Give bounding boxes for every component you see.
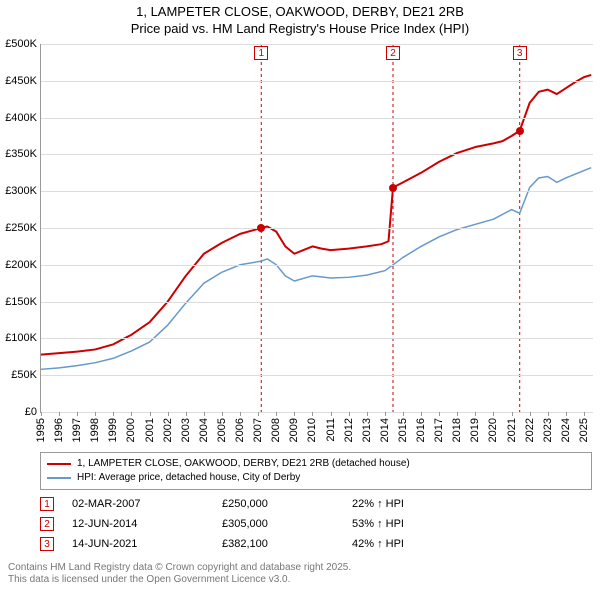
sales-price: £250,000 [222, 498, 352, 510]
chart-plot-area: £0£50K£100K£150K£200K£250K£300K£350K£400… [40, 44, 593, 413]
sales-row: 3 14-JUN-2021 £382,100 42% ↑ HPI [40, 534, 592, 554]
sales-marker-1: 1 [40, 497, 54, 511]
x-axis-label: 2021 [506, 418, 518, 442]
y-axis-label: £200K [5, 259, 37, 271]
x-axis-label: 2020 [487, 418, 499, 442]
y-axis-label: £100K [5, 332, 37, 344]
sales-marker-2: 2 [40, 517, 54, 531]
x-axis-label: 2011 [325, 418, 337, 442]
footer-line-2: This data is licensed under the Open Gov… [8, 574, 592, 586]
x-axis-label: 2025 [578, 418, 590, 442]
sales-date: 12-JUN-2014 [72, 518, 222, 530]
x-axis-label: 2009 [288, 418, 300, 442]
sales-marker-3: 3 [40, 537, 54, 551]
x-axis-label: 1997 [71, 418, 83, 442]
x-axis-label: 2017 [433, 418, 445, 442]
x-axis-label: 2016 [415, 418, 427, 442]
x-axis-label: 2019 [469, 418, 481, 442]
sales-price: £305,000 [222, 518, 352, 530]
legend-box: 1, LAMPETER CLOSE, OAKWOOD, DERBY, DE21 … [40, 452, 592, 490]
sale-point-dot [257, 224, 265, 232]
x-axis-label: 2023 [542, 418, 554, 442]
legend-row-price-paid: 1, LAMPETER CLOSE, OAKWOOD, DERBY, DE21 … [47, 457, 585, 471]
legend-label-hpi: HPI: Average price, detached house, City… [77, 471, 300, 485]
sales-delta: 42% ↑ HPI [352, 538, 592, 550]
sale-point-dot [389, 184, 397, 192]
x-axis-label: 2003 [180, 418, 192, 442]
x-axis-label: 2004 [198, 418, 210, 442]
y-axis-label: £450K [5, 75, 37, 87]
x-axis-label: 2013 [361, 418, 373, 442]
legend-row-hpi: HPI: Average price, detached house, City… [47, 471, 585, 485]
y-axis-label: £300K [5, 185, 37, 197]
x-axis-label: 2010 [306, 418, 318, 442]
x-axis-label: 2002 [162, 418, 174, 442]
y-axis-label: £350K [5, 148, 37, 160]
chart-sale-marker: 3 [513, 46, 527, 60]
sales-table: 1 02-MAR-2007 £250,000 22% ↑ HPI 2 12-JU… [40, 494, 592, 554]
x-axis-label: 2006 [234, 418, 246, 442]
title-line-1: 1, LAMPETER CLOSE, OAKWOOD, DERBY, DE21 … [0, 4, 600, 21]
legend-label-price-paid: 1, LAMPETER CLOSE, OAKWOOD, DERBY, DE21 … [77, 457, 410, 471]
x-axis-label: 2005 [216, 418, 228, 442]
sales-row: 2 12-JUN-2014 £305,000 53% ↑ HPI [40, 514, 592, 534]
sales-row: 1 02-MAR-2007 £250,000 22% ↑ HPI [40, 494, 592, 514]
x-axis-label: 2024 [560, 418, 572, 442]
footer-line-1: Contains HM Land Registry data © Crown c… [8, 562, 592, 574]
y-axis-label: £0 [25, 406, 37, 418]
title-line-2: Price paid vs. HM Land Registry's House … [0, 21, 600, 38]
y-axis-label: £250K [5, 222, 37, 234]
y-axis-label: £500K [5, 38, 37, 50]
x-axis-label: 1995 [35, 418, 47, 442]
x-axis-label: 2000 [125, 418, 137, 442]
legend-swatch-hpi [47, 477, 71, 479]
x-axis-label: 2015 [397, 418, 409, 442]
sales-price: £382,100 [222, 538, 352, 550]
y-axis-label: £400K [5, 112, 37, 124]
x-axis-label: 2001 [144, 418, 156, 442]
chart-container: 1, LAMPETER CLOSE, OAKWOOD, DERBY, DE21 … [0, 0, 600, 590]
sales-date: 02-MAR-2007 [72, 498, 222, 510]
footer-attribution: Contains HM Land Registry data © Crown c… [8, 562, 592, 586]
sales-delta: 53% ↑ HPI [352, 518, 592, 530]
y-axis-label: £50K [11, 369, 37, 381]
title-block: 1, LAMPETER CLOSE, OAKWOOD, DERBY, DE21 … [0, 0, 600, 38]
x-axis-label: 2018 [451, 418, 463, 442]
x-axis-label: 2012 [343, 418, 355, 442]
chart-sale-marker: 2 [386, 46, 400, 60]
x-axis-label: 2014 [379, 418, 391, 442]
x-axis-label: 2008 [270, 418, 282, 442]
sales-date: 14-JUN-2021 [72, 538, 222, 550]
sales-delta: 22% ↑ HPI [352, 498, 592, 510]
legend-swatch-price-paid [47, 463, 71, 465]
x-axis-label: 2022 [524, 418, 536, 442]
chart-sale-marker: 1 [254, 46, 268, 60]
y-axis-label: £150K [5, 296, 37, 308]
x-axis-label: 1998 [89, 418, 101, 442]
x-axis-label: 1996 [53, 418, 65, 442]
x-axis-label: 2007 [252, 418, 264, 442]
sale-point-dot [516, 127, 524, 135]
x-axis-label: 1999 [107, 418, 119, 442]
